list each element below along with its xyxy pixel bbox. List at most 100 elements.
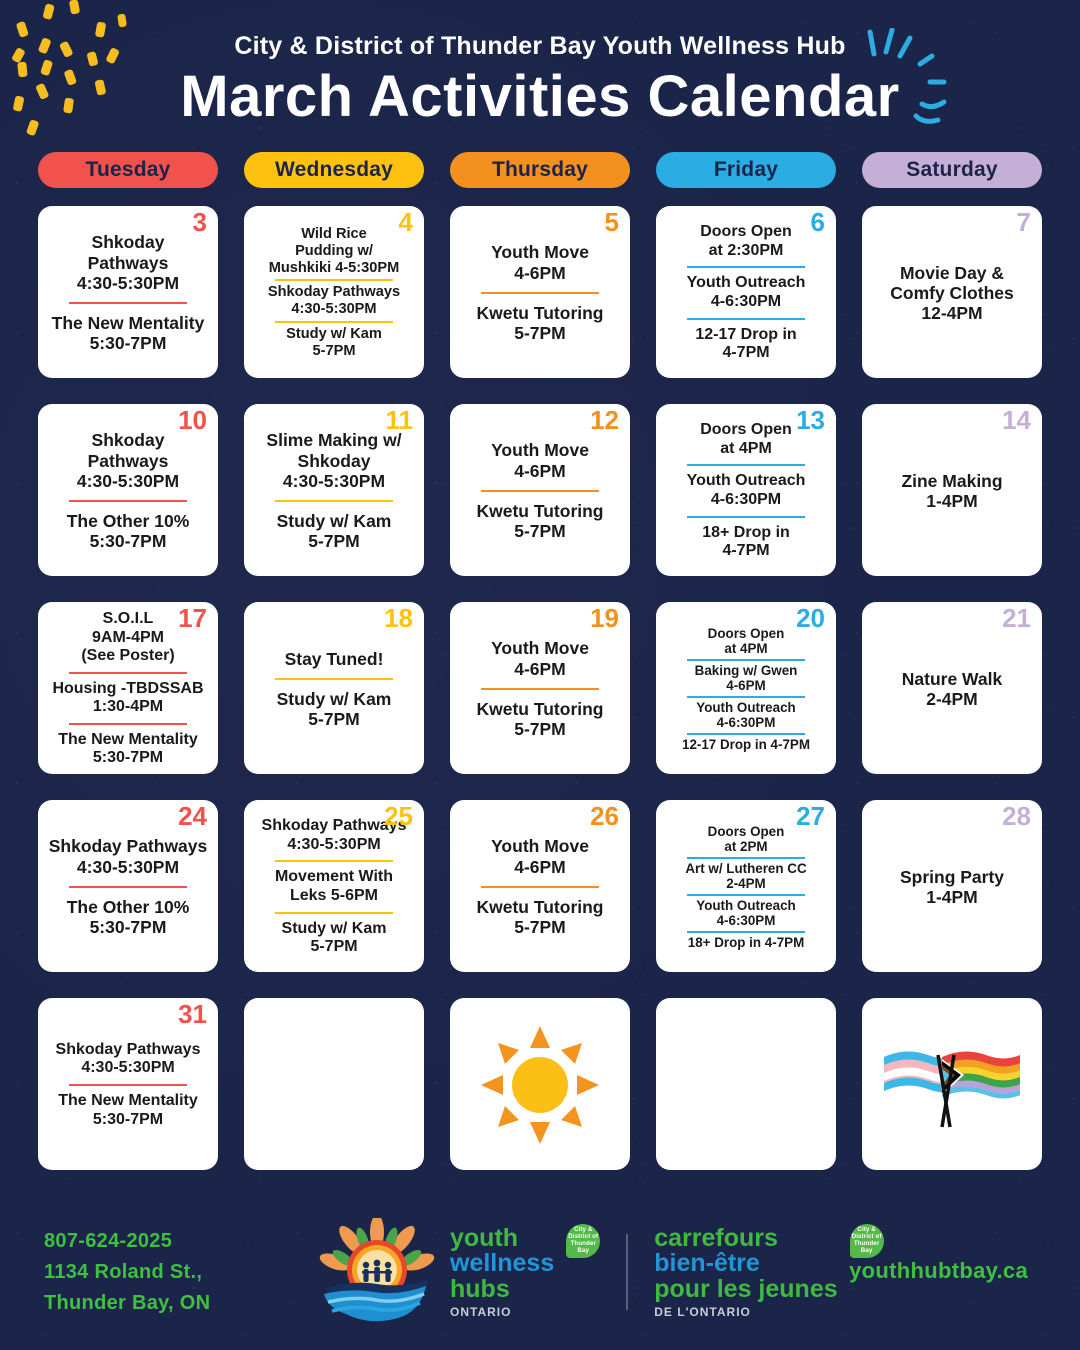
event-entry[interactable]: 12-17 Drop in 4-7PM [666, 737, 826, 753]
calendar-day-cell-19[interactable]: 19 Youth Move 4-6PM Kwetu Tutoring 5-7PM [450, 601, 630, 774]
calendar-empty-cell[interactable] [862, 997, 1042, 1170]
event-entry[interactable]: Wild Rice Pudding w/Mushkiki 4-5:30PM [254, 226, 414, 277]
calendar-empty-cell[interactable] [450, 997, 630, 1170]
event-entry[interactable]: Movement With Leks 5-6PM [254, 868, 414, 905]
day-number: 5 [604, 206, 619, 237]
event-entry[interactable]: Doors Open at 2PM [666, 824, 826, 855]
event-entry[interactable]: Kwetu Tutoring 5-7PM [460, 897, 620, 938]
calendar-day-cell-7[interactable]: 7 Movie Day & Comfy Clothes 12-4PM [862, 205, 1042, 378]
sparkle-decoration [867, 28, 947, 124]
event-entry[interactable]: Youth Move 4-6PM [460, 638, 620, 679]
calendar-day-cell-17[interactable]: 17 S.O.I.L 9AM-4PM (See Poster) Housing -TBD… [38, 601, 218, 774]
calendar-day-cell-6[interactable]: 6 Doors Open at 2:30PM Youth Outreach 4-6:30… [656, 205, 836, 378]
event-list: Shkoday Pathways 4:30-5:30PM The Other 10%… [48, 836, 208, 937]
event-entry[interactable]: Movie Day & Comfy Clothes 12-4PM [872, 263, 1032, 324]
wordmark-en-line1: youth [450, 1223, 519, 1252]
event-line: Study w/ Kam [286, 326, 382, 343]
day-number: 24 [178, 800, 207, 831]
event-entry[interactable]: Art w/ Lutheren CC 2-4PM [666, 861, 826, 892]
calendar-day-cell-25[interactable]: 25 Shkoday Pathways 4:30-5:30PM Movement Wi… [244, 799, 424, 972]
pride-flags-icon [884, 1051, 1020, 1128]
event-entry[interactable]: Kwetu Tutoring 5-7PM [460, 303, 620, 344]
event-entry[interactable]: Youth Move 4-6PM [460, 440, 620, 481]
event-entry[interactable]: Shkoday Pathways 4:30-5:30PM [48, 836, 208, 877]
event-entry[interactable]: Doors Open at 2:30PM [666, 223, 826, 260]
event-entry[interactable]: Kwetu Tutoring 5-7PM [460, 501, 620, 542]
event-entry[interactable]: Nature Walk 2-4PM [872, 669, 1032, 710]
event-entry[interactable]: Shkoday Pathways 4:30-5:30PM [48, 1041, 208, 1078]
calendar-day-cell-27[interactable]: 27 Doors Open at 2PM Art w/ Lutheren CC 2-4P… [656, 799, 836, 972]
event-entry[interactable]: The New Mentality 5:30-7PM [48, 731, 208, 768]
event-entry[interactable]: Youth Move 4-6PM [460, 836, 620, 877]
event-entry[interactable]: Spring Party 1-4PM [872, 867, 1032, 908]
event-line: Doors Open [707, 625, 785, 641]
event-entry[interactable]: Study w/ Kam 5-7PM [254, 326, 414, 360]
calendar-day-cell-31[interactable]: 31 Shkoday Pathways 4:30-5:30PM The New Men… [38, 997, 218, 1170]
event-divider [686, 732, 806, 735]
event-entry[interactable]: Shkoday Pathways 4:30-5:30PM [48, 430, 208, 491]
calendar-day-cell-13[interactable]: 13 Doors Open at 4PM Youth Outreach 4-6:30PM… [656, 403, 836, 576]
calendar-empty-cell[interactable] [244, 997, 424, 1170]
event-entry[interactable]: Youth Outreach 4-6:30PM [666, 898, 826, 929]
event-entry[interactable]: Youth Outreach 4-6:30PM [666, 700, 826, 731]
event-entry[interactable]: Youth Outreach 4-6:30PM [666, 472, 826, 509]
event-divider [68, 885, 188, 888]
event-line: 4:30-5:30PM [81, 1059, 175, 1077]
calendar-day-cell-3[interactable]: 3 Shkoday Pathways 4:30-5:30PM The New Menta… [38, 205, 218, 378]
event-entry[interactable]: S.O.I.L 9AM-4PM (See Poster) [48, 610, 208, 666]
event-entry[interactable]: Shkoday Pathways 4:30-5:30PM [48, 232, 208, 293]
event-entry[interactable]: Slime Making w/Shkoday 4:30-5:30PM [254, 430, 414, 491]
event-entry[interactable]: Youth Outreach 4-6:30PM [666, 274, 826, 311]
event-list: Stay Tuned! Study w/ Kam 5-7PM [254, 649, 414, 730]
calendar-day-cell-28[interactable]: 28 Spring Party 1-4PM [862, 799, 1042, 972]
event-entry[interactable]: Shkoday Pathways 4:30-5:30PM [254, 284, 414, 318]
contact-info: 807-624-2025 1134 Roland St., Thunder Ba… [44, 1226, 210, 1319]
event-divider [68, 671, 188, 674]
event-entry[interactable]: Baking w/ Gwen 4-6PM [666, 663, 826, 694]
event-entry[interactable]: 18+ Drop in 4-7PM [666, 524, 826, 561]
calendar-day-cell-5[interactable]: 5 Youth Move 4-6PM Kwetu Tutoring 5-7PM [450, 205, 630, 378]
event-line: 4:30-5:30PM [282, 470, 386, 491]
event-entry[interactable]: Doors Open at 4PM [666, 421, 826, 458]
event-entry[interactable]: Study w/ Kam 5-7PM [254, 920, 414, 957]
calendar-day-cell-11[interactable]: 11 Slime Making w/Shkoday 4:30-5:30PM Study… [244, 403, 424, 576]
city-district-badge-fr-icon: City & District of Thunder Bay [849, 1223, 884, 1258]
calendar-day-cell-24[interactable]: 24 Shkoday Pathways 4:30-5:30PM The Other 1… [38, 799, 218, 972]
website-link[interactable]: youthhubtbay.ca [849, 1258, 1028, 1283]
calendar-day-cell-10[interactable]: 10 Shkoday Pathways 4:30-5:30PM The Other 10… [38, 403, 218, 576]
event-line: at 2:30PM [708, 241, 784, 259]
calendar-day-cell-26[interactable]: 26 Youth Move 4-6PM Kwetu Tutoring 5-7PM [450, 799, 630, 972]
event-divider [480, 687, 600, 690]
event-line: 4:30-5:30PM [291, 301, 377, 318]
calendar-day-cell-12[interactable]: 12 Youth Move 4-6PM Kwetu Tutoring 5-7PM [450, 403, 630, 576]
event-entry[interactable]: The New Mentality 5:30-7PM [48, 313, 208, 354]
event-entry[interactable]: Kwetu Tutoring 5-7PM [460, 699, 620, 740]
event-entry[interactable]: Study w/ Kam 5-7PM [254, 689, 414, 730]
calendar-day-cell-4[interactable]: 4 Wild Rice Pudding w/Mushkiki 4-5:30PM Shk… [244, 205, 424, 378]
calendar-day-cell-14[interactable]: 14 Zine Making 1-4PM [862, 403, 1042, 576]
event-entry[interactable]: Housing -TBDSSAB 1:30-4PM [48, 680, 208, 717]
calendar-empty-cell[interactable] [656, 997, 836, 1170]
calendar-day-cell-20[interactable]: 20 Doors Open at 4PM Baking w/ Gwen 4-6PM You… [656, 601, 836, 774]
event-entry[interactable]: Shkoday Pathways 4:30-5:30PM [254, 817, 414, 854]
calendar-day-cell-18[interactable]: 18 Stay Tuned! Study w/ Kam 5-7PM [244, 601, 424, 774]
event-divider [686, 464, 806, 467]
event-line: The New Mentality [58, 730, 198, 748]
calendar-day-cell-21[interactable]: 21 Nature Walk 2-4PM [862, 601, 1042, 774]
event-entry[interactable]: Zine Making 1-4PM [872, 471, 1032, 512]
event-entry[interactable]: The New Mentality 5:30-7PM [48, 1092, 208, 1129]
wordmark-fr-line1: carrefours [654, 1223, 778, 1252]
event-entry[interactable]: Youth Move 4-6PM [460, 242, 620, 283]
event-list: Youth Move 4-6PM Kwetu Tutoring 5-7PM [460, 242, 620, 343]
event-entry[interactable]: Stay Tuned! [254, 649, 414, 669]
event-entry[interactable]: Doors Open at 4PM [666, 626, 826, 657]
event-entry[interactable]: The Other 10% 5:30-7PM [48, 511, 208, 552]
event-entry[interactable]: The Other 10% 5:30-7PM [48, 897, 208, 938]
event-line: 5-7PM [514, 521, 566, 542]
event-entry[interactable]: 12-17 Drop in 4-7PM [666, 326, 826, 363]
day-header-label: Wednesday [274, 157, 394, 181]
event-entry[interactable]: 18+ Drop in 4-7PM [666, 935, 826, 951]
event-line: 5:30-7PM [89, 333, 167, 354]
event-entry[interactable]: Study w/ Kam 5-7PM [254, 511, 414, 552]
